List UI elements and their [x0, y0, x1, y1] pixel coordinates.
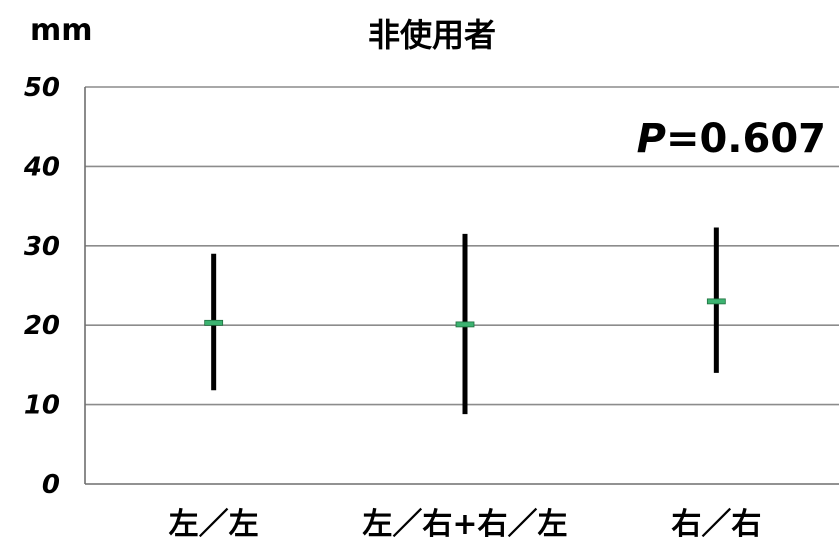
category-labels: 左／左 左／右+右／左 右／右	[169, 507, 762, 540]
y-tick-labels: 0 10 20 30 40 50	[23, 73, 60, 500]
category-label: 左／右+右／左	[362, 507, 567, 540]
y-tick-label: 50	[24, 73, 60, 103]
mean-marker	[455, 321, 475, 328]
category-label: 右／右	[671, 507, 761, 540]
y-tick-label: 20	[24, 311, 60, 341]
error-bars	[204, 227, 726, 415]
mean-marker	[706, 298, 726, 305]
y-tick-label: 40	[23, 152, 60, 182]
p-value: =0.607	[666, 116, 826, 162]
chart-title: 非使用者	[368, 16, 496, 54]
y-tick-label: 30	[24, 232, 60, 262]
y-tick-label: 10	[24, 391, 60, 421]
p-value-annotation: P=0.607	[637, 116, 826, 162]
category-label: 左／左	[169, 507, 259, 540]
mean-marker	[204, 319, 224, 326]
p-label: P	[637, 116, 666, 162]
y-tick-label: 0	[42, 470, 60, 500]
y-axis-unit: mm	[30, 13, 93, 48]
